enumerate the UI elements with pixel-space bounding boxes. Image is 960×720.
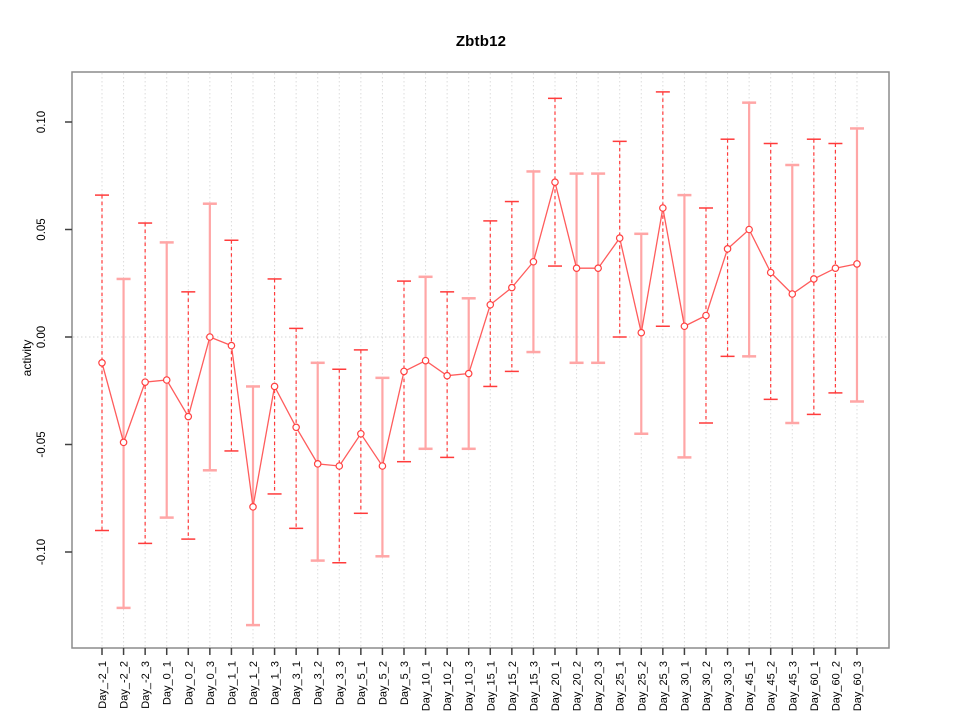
x-tick-label: Day_60_3 bbox=[852, 661, 864, 711]
data-point bbox=[119, 438, 128, 447]
data-point bbox=[270, 382, 279, 391]
x-tick-label: Day_-2_3 bbox=[140, 661, 152, 709]
x-tick-label: Day_5_2 bbox=[377, 661, 389, 705]
data-point bbox=[766, 268, 775, 277]
data-point bbox=[443, 371, 451, 380]
data-point bbox=[421, 356, 430, 365]
x-tick-label: Day_1_1 bbox=[226, 661, 238, 705]
series-line bbox=[101, 179, 858, 507]
x-tick-label: Day_0_2 bbox=[183, 661, 195, 705]
x-tick-label: Day_25_3 bbox=[658, 661, 670, 711]
x-tick-label: Day_20_3 bbox=[593, 661, 605, 711]
data-point bbox=[551, 178, 559, 187]
data-point bbox=[831, 264, 840, 273]
x-tick-label: Day_10_1 bbox=[421, 661, 433, 711]
x-tick-label: Day_45_2 bbox=[766, 661, 778, 711]
y-tick-label: -0.10 bbox=[36, 539, 48, 565]
x-tick-label: Day_30_2 bbox=[701, 661, 713, 711]
data-point bbox=[572, 264, 581, 273]
x-tick-label: Day_10_3 bbox=[464, 661, 476, 711]
x-tick-label: Day_3_3 bbox=[334, 661, 346, 705]
data-point bbox=[508, 283, 516, 292]
data-point bbox=[615, 234, 624, 242]
x-tick-label: Day_-2_2 bbox=[119, 661, 131, 709]
x-tick-label: Day_30_3 bbox=[723, 661, 735, 711]
y-axis-title: activity bbox=[20, 339, 34, 377]
data-point bbox=[464, 369, 473, 378]
x-tick-label: Day_20_2 bbox=[572, 661, 584, 711]
data-point bbox=[745, 225, 753, 234]
y-tick-label: 0.10 bbox=[36, 111, 48, 133]
data-point bbox=[637, 328, 646, 337]
data-point bbox=[184, 412, 193, 421]
data-point bbox=[486, 300, 495, 309]
data-point bbox=[594, 264, 602, 273]
x-tick-label: Day_45_3 bbox=[787, 661, 799, 711]
x-tick-label: Day_15_1 bbox=[485, 661, 497, 711]
x-tick-label: Day_0_3 bbox=[205, 661, 217, 705]
x-tick-label: Day_15_3 bbox=[528, 661, 540, 711]
x-tick-label: Day_5_1 bbox=[356, 661, 368, 705]
x-tick-label: Day_-2_1 bbox=[97, 661, 109, 709]
chart-title: Zbtb12 bbox=[455, 33, 507, 50]
data-point bbox=[659, 204, 667, 212]
x-tick-label: Day_0_1 bbox=[162, 661, 174, 705]
data-point bbox=[249, 503, 257, 511]
y-tick-label: -0.05 bbox=[36, 431, 48, 457]
x-tick-label: Day_10_2 bbox=[442, 661, 454, 711]
data-point bbox=[206, 333, 214, 341]
x-tick-label: Day_20_1 bbox=[550, 661, 562, 711]
x-tick-label: Day_5_3 bbox=[399, 661, 411, 705]
data-point bbox=[227, 341, 236, 350]
y-tick-label: 0.05 bbox=[36, 218, 48, 240]
x-tick-label: Day_15_2 bbox=[507, 661, 519, 711]
x-tick-label: Day_45_1 bbox=[744, 661, 756, 711]
data-point bbox=[810, 275, 818, 283]
x-tick-label: Day_1_3 bbox=[270, 661, 282, 705]
data-point bbox=[98, 358, 106, 367]
y-tick-label: 0.00 bbox=[36, 326, 48, 348]
data-point bbox=[313, 460, 322, 468]
x-tick-label: Day_60_1 bbox=[809, 661, 821, 711]
data-point bbox=[680, 322, 689, 331]
x-tick-label: Day_60_2 bbox=[830, 661, 842, 711]
data-point bbox=[702, 311, 710, 320]
x-tick-label: Day_1_2 bbox=[248, 661, 260, 705]
data-point bbox=[723, 245, 732, 253]
plot-border bbox=[71, 71, 890, 649]
data-point bbox=[853, 260, 861, 268]
data-point bbox=[335, 462, 344, 470]
data-point bbox=[788, 290, 797, 298]
x-tick-label: Day_3_1 bbox=[291, 661, 303, 705]
data-point bbox=[400, 367, 408, 376]
x-tick-label: Day_25_2 bbox=[636, 661, 648, 711]
data-point bbox=[162, 376, 171, 384]
x-tick-label: Day_30_1 bbox=[679, 661, 691, 711]
data-point bbox=[357, 429, 365, 438]
data-point bbox=[378, 462, 387, 470]
data-point bbox=[292, 423, 300, 432]
data-point bbox=[141, 378, 149, 386]
data-point bbox=[529, 257, 538, 266]
x-tick-label: Day_3_2 bbox=[313, 661, 325, 705]
x-tick-label: Day_25_1 bbox=[615, 661, 627, 711]
